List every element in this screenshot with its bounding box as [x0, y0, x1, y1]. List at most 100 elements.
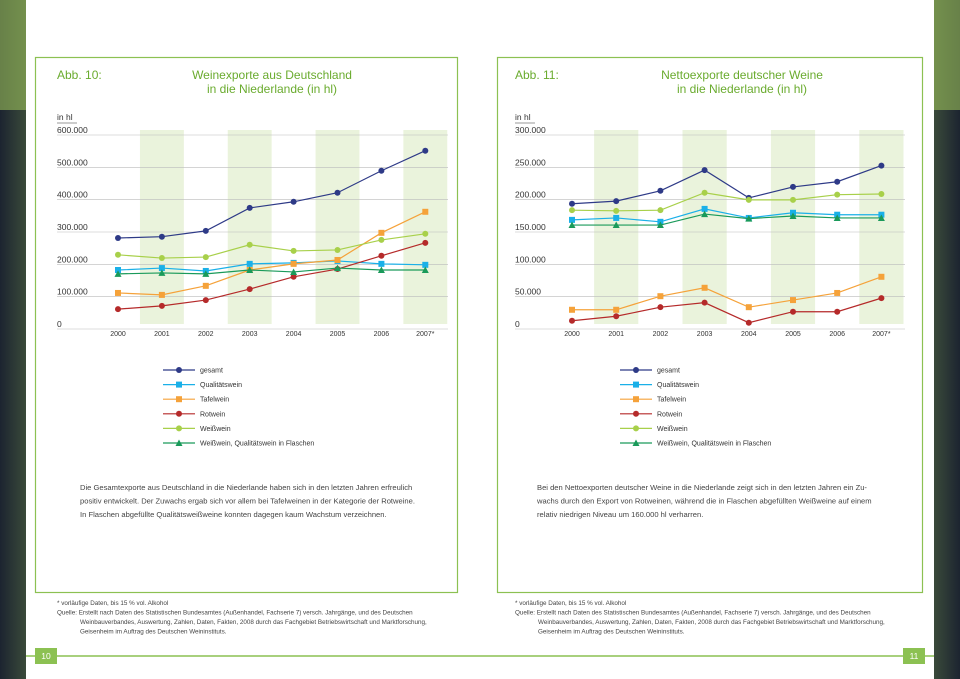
data-point: [789, 212, 797, 220]
legend-label: Weißwein: [200, 426, 231, 433]
y-tick-label: 100.000: [515, 254, 546, 264]
data-point: [378, 252, 385, 259]
data-point: [613, 214, 620, 221]
page-number-box: [903, 648, 925, 664]
column-band: [770, 130, 816, 324]
y-axis-label: in hl: [57, 112, 73, 122]
paragraph-line: relativ niedrigen Niveau um 160.000 hl v…: [537, 510, 703, 519]
data-point: [701, 210, 709, 218]
page-number: 11: [910, 651, 919, 661]
data-point: [834, 191, 841, 198]
right-edge-leaf: [934, 0, 960, 110]
y-tick-label: 0: [57, 319, 62, 329]
data-point: [246, 260, 253, 267]
data-point: [657, 304, 664, 311]
data-point: [745, 215, 753, 222]
data-point: [290, 273, 297, 280]
series-line: [571, 165, 882, 205]
x-tick-label: 2002: [198, 331, 214, 338]
paragraph-line: wachs durch den Export von Rotweinen, wä…: [536, 497, 872, 506]
paragraph-line: Die Gesamtexporte aus Deutschland in die…: [80, 483, 412, 492]
column-band: [315, 130, 360, 324]
data-point: [745, 319, 752, 326]
data-point: [334, 256, 341, 263]
data-point: [378, 167, 385, 174]
x-tick-label: 2003: [697, 331, 713, 338]
data-point: [790, 308, 796, 315]
y-tick-label: 250.000: [515, 157, 546, 167]
data-point: [878, 273, 885, 280]
chart-title: Weinexporte aus Deutschland: [192, 68, 352, 82]
data-point: [115, 267, 121, 274]
data-point: [422, 147, 429, 154]
data-point: [569, 207, 575, 214]
legend-label: Tafelwein: [657, 397, 686, 404]
series-line: [572, 213, 882, 226]
x-tick-label: 2007*: [416, 331, 435, 338]
data-point: [290, 247, 297, 254]
legend-marker: [176, 396, 182, 403]
data-point: [422, 239, 429, 246]
paragraph-line: Bei den Nettoexporten deutscher Weine in…: [537, 483, 867, 492]
y-tick-label: 150.000: [515, 222, 546, 232]
page-number-box: [35, 648, 57, 664]
data-point: [290, 198, 297, 205]
footnote-line: * vorläufige Daten, bis 15 % vol. Alkoho…: [515, 600, 626, 607]
y-tick-label: 300.000: [515, 125, 546, 135]
legend-label: Weißwein, Qualitätswein in Flaschen: [657, 441, 771, 448]
data-point: [334, 246, 341, 253]
footnote-line: Quelle: Erstellt nach Daten des Statisti…: [57, 610, 413, 617]
legend-label: Tafelwein: [200, 397, 229, 404]
legend-label: gesamt: [657, 368, 680, 375]
x-tick-label: 2005: [330, 331, 346, 338]
data-point: [202, 227, 209, 234]
data-point: [745, 196, 752, 203]
data-point: [115, 251, 121, 258]
legend-marker: [633, 410, 639, 417]
x-tick-label: 2007*: [872, 331, 891, 338]
right-edge-photo: [934, 0, 960, 679]
x-tick-label: 2003: [242, 331, 258, 338]
legend-marker: [176, 425, 182, 432]
footnote-line: Geisenheim im Auftrag des Deutschen Wein…: [80, 629, 227, 636]
y-tick-label: 500.000: [57, 157, 88, 167]
data-point: [115, 289, 121, 296]
legend-marker: [632, 439, 640, 446]
data-point: [790, 183, 796, 190]
data-point: [569, 317, 575, 324]
series-line: [117, 211, 426, 296]
series-line: [571, 208, 882, 223]
data-point: [701, 299, 708, 306]
left-edge-photo: [0, 0, 26, 679]
data-point: [568, 221, 576, 229]
legend-label: Weißwein: [657, 426, 688, 433]
legend-marker: [176, 410, 182, 417]
x-tick-label: 2004: [286, 331, 302, 338]
footnote-line: * vorläufige Daten, bis 15 % vol. Alkoho…: [57, 600, 168, 607]
chart-title: in die Niederlande (in hl): [677, 82, 807, 96]
data-point: [657, 187, 664, 194]
legend-marker: [633, 367, 639, 373]
column-band: [859, 130, 904, 324]
data-point: [569, 306, 575, 313]
x-tick-label: 2000: [564, 331, 580, 338]
y-tick-label: 300.000: [57, 222, 88, 232]
series-line: [117, 233, 426, 259]
data-point: [878, 162, 885, 169]
data-point: [246, 241, 253, 248]
data-point: [656, 221, 664, 229]
column-band: [403, 130, 448, 324]
legend-label: Rotwein: [200, 411, 225, 418]
data-point: [701, 167, 708, 174]
x-tick-label: 2001: [608, 331, 624, 338]
data-point: [878, 295, 885, 302]
y-tick-label: 100.000: [57, 287, 88, 297]
y-tick-label: 200.000: [515, 190, 546, 200]
legend-marker: [175, 439, 183, 446]
data-point: [701, 205, 708, 212]
data-point: [701, 189, 708, 196]
data-point: [422, 261, 429, 268]
legend-marker: [633, 396, 639, 403]
data-point: [158, 291, 165, 298]
legend-label: Qualitätswein: [200, 382, 242, 389]
